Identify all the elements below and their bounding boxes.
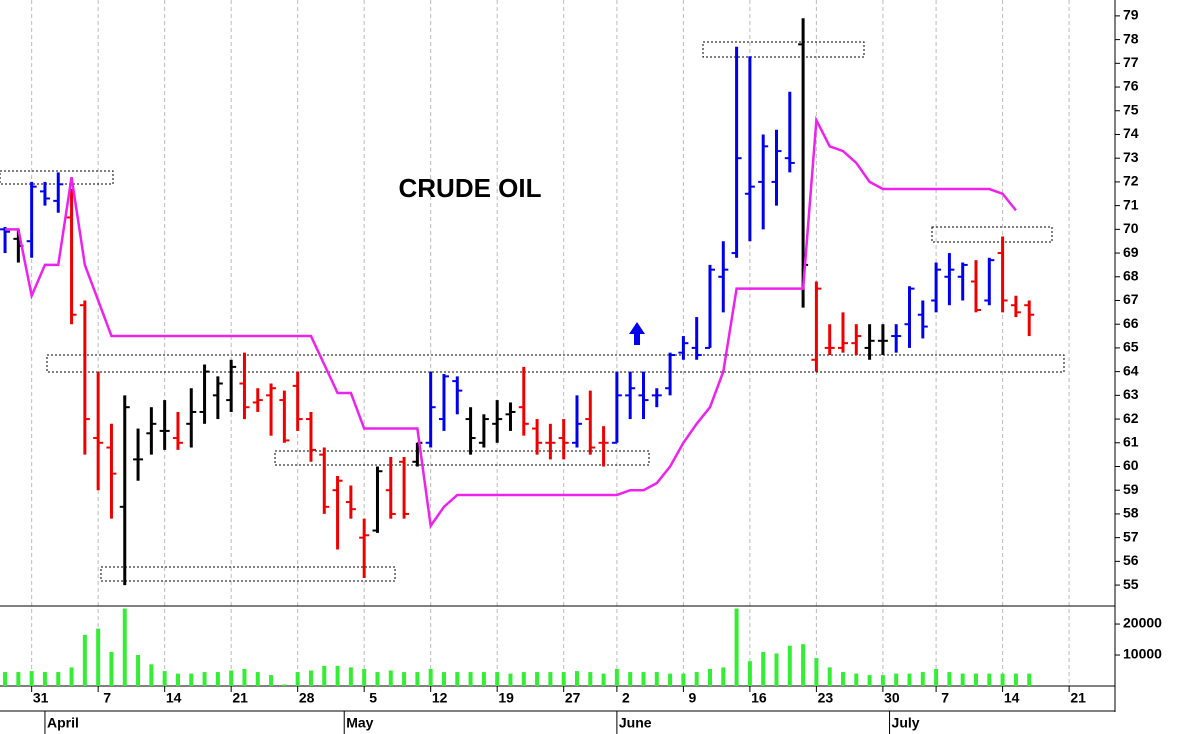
- x-tick-label: 14: [1004, 690, 1020, 706]
- up-arrow: [629, 322, 645, 345]
- x-tick-label: 23: [818, 690, 834, 706]
- x-tick-label: 21: [232, 690, 248, 706]
- y-tick-label: 70: [1123, 220, 1139, 236]
- y-tick-label: 75: [1123, 101, 1139, 117]
- y-tick-label: 79: [1123, 7, 1139, 23]
- y-tick-label: 20000: [1123, 615, 1162, 631]
- y-tick-label: 72: [1123, 173, 1139, 189]
- y-tick-label: 56: [1123, 552, 1139, 568]
- y-tick-label: 55: [1123, 576, 1139, 592]
- y-tick-label: 61: [1123, 433, 1139, 449]
- y-tick-label: 73: [1123, 149, 1139, 165]
- x-tick-label: 21: [1070, 690, 1086, 706]
- y-tick-label: 10000: [1123, 646, 1162, 662]
- y-tick-label: 58: [1123, 505, 1139, 521]
- level-box: [274, 450, 650, 466]
- y-tick-label: 66: [1123, 315, 1139, 331]
- y-tick-label: 62: [1123, 410, 1139, 426]
- y-tick-label: 68: [1123, 267, 1139, 283]
- y-tick-label: 77: [1123, 54, 1139, 70]
- y-tick-label: 59: [1123, 481, 1139, 497]
- x-tick-label: 19: [498, 690, 514, 706]
- level-box: [0, 170, 114, 185]
- y-tick-label: 78: [1123, 30, 1139, 46]
- y-tick-label: 71: [1123, 196, 1139, 212]
- x-tick-label: 31: [33, 690, 49, 706]
- x-tick-label: 27: [565, 690, 581, 706]
- y-tick-label: 63: [1123, 386, 1139, 402]
- month-label: May: [346, 715, 373, 731]
- y-tick-label: 65: [1123, 339, 1139, 355]
- y-tick-label: 57: [1123, 528, 1139, 544]
- chart-title: CRUDE OIL: [399, 173, 542, 203]
- level-box: [702, 41, 865, 58]
- y-tick-label: 60: [1123, 457, 1139, 473]
- x-tick-label: 30: [884, 690, 900, 706]
- y-tick-label: 74: [1123, 125, 1139, 141]
- x-tick-label: 7: [103, 690, 111, 706]
- x-tick-label: 12: [432, 690, 448, 706]
- y-tick-label: 76: [1123, 78, 1139, 94]
- x-tick-label: 28: [299, 690, 315, 706]
- month-label: April: [47, 715, 79, 731]
- month-label: July: [892, 715, 920, 731]
- month-label: June: [619, 715, 652, 731]
- stop-line: [5, 115, 1017, 530]
- level-box: [100, 566, 396, 582]
- x-tick-label: 5: [369, 690, 377, 706]
- level-box: [931, 226, 1053, 243]
- y-tick-label: 67: [1123, 291, 1139, 307]
- x-tick-label: 2: [622, 690, 630, 706]
- grid: [31, 0, 1070, 686]
- level-box: [46, 354, 1065, 373]
- y-tick-label: 69: [1123, 244, 1139, 260]
- y-tick-label: 64: [1123, 362, 1139, 378]
- x-tick-label: 16: [751, 690, 767, 706]
- x-tick-label: 9: [688, 690, 696, 706]
- x-tick-label: 7: [941, 690, 949, 706]
- x-tick-label: 14: [166, 690, 182, 706]
